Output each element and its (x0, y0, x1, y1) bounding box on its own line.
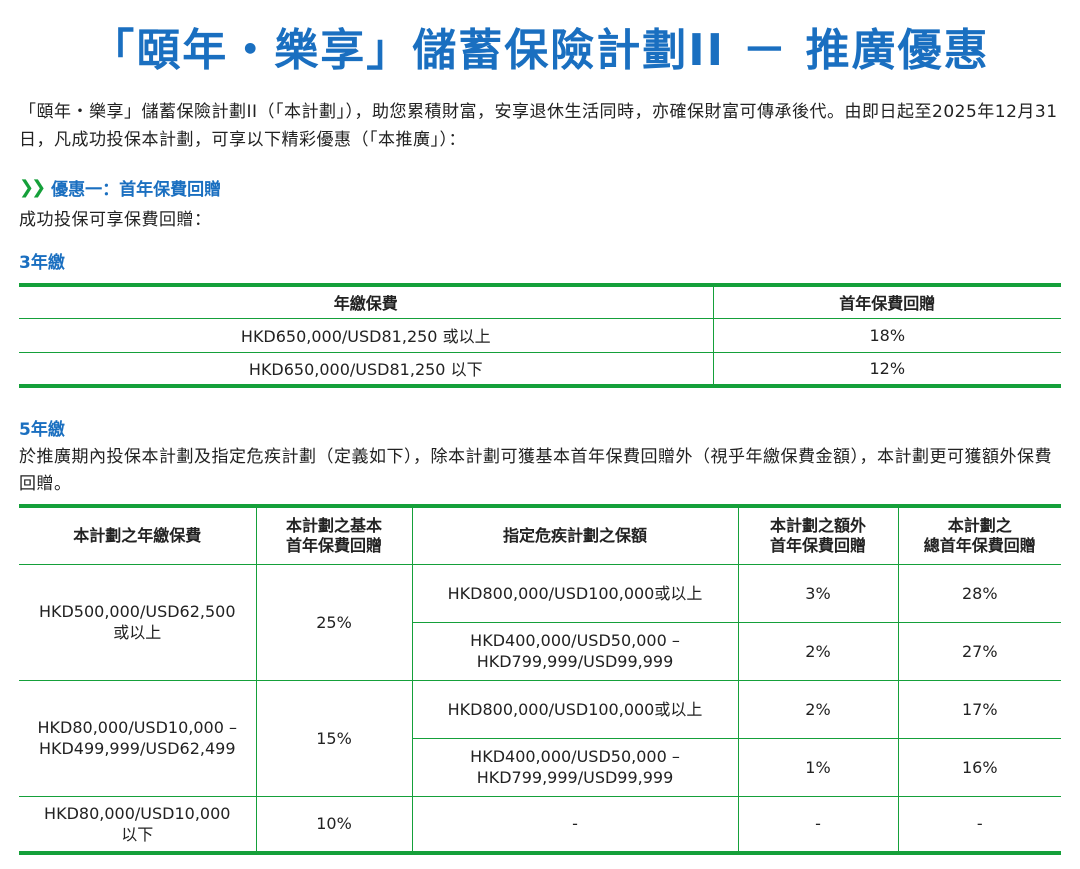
table-cell: 2% (738, 680, 899, 739)
table-cell: HKD800,000/USD100,000或以上 (412, 680, 739, 739)
intro-paragraph: 「頤年・樂享」儲蓄保險計劃II（「本計劃」），助您累積財富，安享退休生活同時，亦… (19, 102, 1058, 150)
table-header-cell: 本計劃之基本 首年保費回贈 (256, 506, 413, 565)
table-cell: 28% (898, 564, 1061, 623)
table-cell: 12% (869, 358, 906, 378)
table-row: HKD80,000/USD10,000 以下 10% - - - (19, 796, 1061, 853)
page-title: 「頤年・樂享」儲蓄保險計劃II － 推廣優惠 (90, 25, 990, 76)
table-cell: HKD650,000/USD81,250 或以上 (19, 318, 714, 353)
section-5yr-title: 5年繳 (19, 420, 65, 440)
table-cell: - (738, 796, 899, 853)
table-cell: HKD500,000/USD62,500 或以上 (19, 564, 257, 681)
table-header-cell: 指定危疾計劃之保額 (412, 506, 739, 565)
table-cell: 10% (256, 796, 413, 853)
table-cell: 1% (738, 738, 899, 797)
table-cell: - (412, 796, 739, 853)
table-row: HKD650,000/USD81,250 以下 12% (19, 352, 1061, 386)
table-header-cell: 首年保費回贈 (713, 285, 1061, 319)
table-cell: - (976, 814, 983, 834)
table-cell: 25% (256, 564, 413, 681)
table-cell: HKD80,000/USD10,000 – HKD499,999/USD62,4… (19, 680, 257, 797)
table-cell: 15% (256, 680, 413, 797)
table-row: HKD650,000/USD81,250 或以上 18% (19, 318, 1061, 353)
table-3yr: 年繳保費 首年保費回贈 HKD650,000/USD81,250 或以上 18%… (19, 283, 1061, 388)
table-row: HKD400,000/USD50,000 – HKD799,999/USD99,… (19, 622, 1061, 681)
table-cell: 3% (738, 564, 899, 623)
table-cell: HKD650,000/USD81,250 以下 (19, 352, 714, 386)
table-cell: HKD400,000/USD50,000 – HKD799,999/USD99,… (412, 622, 739, 681)
table-header-row: 本計劃之年繳保費 本計劃之基本 首年保費回贈 指定危疾計劃之保額 本計劃之額外 … (19, 506, 1061, 565)
table-row: HKD500,000/USD62,500 或以上 25% HKD800,000/… (19, 564, 1061, 681)
table-header-cell: 本計劃之 總首年保費回贈 (898, 506, 1061, 565)
table-cell: HKD400,000/USD50,000 – HKD799,999/USD99,… (412, 738, 739, 797)
section-5yr-description: 於推廣期內投保本計劃及指定危疾計劃（定義如下），除本計劃可獲基本首年保費回贈外（… (19, 447, 1052, 494)
table-cell: HKD80,000/USD10,000 以下 (19, 796, 257, 853)
table-row: HKD80,000/USD10,000 – HKD499,999/USD62,4… (19, 680, 1061, 797)
offer-heading-text: 優惠一：首年保費回贈 (51, 180, 222, 200)
table-cell: 16% (898, 738, 1061, 797)
table-cell: HKD800,000/USD100,000或以上 (412, 564, 739, 623)
table-header-cell: 年繳保費 (19, 285, 714, 319)
offer-subtitle: 成功投保可享保費回贈： (19, 210, 212, 230)
table-cell: 2% (738, 622, 899, 681)
table-header-cell: 本計劃之額外 首年保費回贈 (738, 506, 899, 565)
table-cell: 17% (898, 680, 1061, 739)
offer-heading: ❯❯ 優惠一：首年保費回贈 (19, 175, 221, 200)
section-3yr-title: 3年繳 (19, 253, 65, 273)
table-cell: 27% (898, 622, 1061, 681)
table-cell: 18% (713, 318, 1061, 353)
table-5yr: 本計劃之年繳保費 本計劃之基本 首年保費回贈 指定危疾計劃之保額 本計劃之額外 … (19, 504, 1061, 855)
table-row: HKD400,000/USD50,000 – HKD799,999/USD99,… (19, 738, 1061, 797)
table-header-row: 年繳保費 首年保費回贈 (19, 285, 1061, 319)
double-chevron-right-icon: ❯❯ (19, 177, 46, 198)
table-header-cell: 本計劃之年繳保費 (19, 506, 257, 565)
